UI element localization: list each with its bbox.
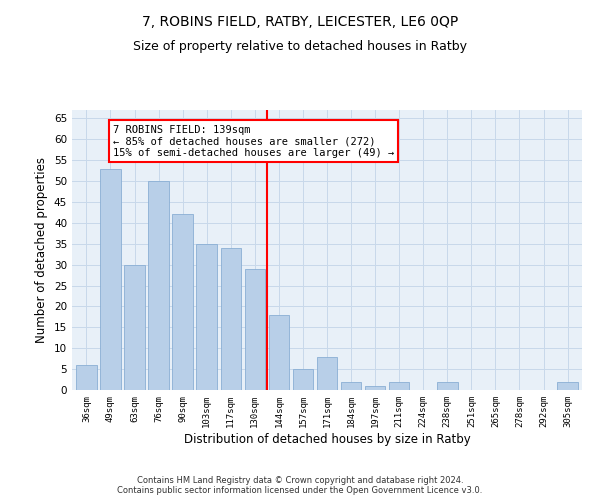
X-axis label: Distribution of detached houses by size in Ratby: Distribution of detached houses by size … <box>184 432 470 446</box>
Text: Size of property relative to detached houses in Ratby: Size of property relative to detached ho… <box>133 40 467 53</box>
Bar <box>389 382 409 390</box>
Bar <box>341 382 361 390</box>
Bar <box>269 315 289 390</box>
Bar <box>365 386 385 390</box>
Bar <box>221 248 241 390</box>
Bar <box>557 382 578 390</box>
Bar <box>196 244 217 390</box>
Bar <box>124 264 145 390</box>
Bar <box>437 382 458 390</box>
Bar <box>76 365 97 390</box>
Text: 7, ROBINS FIELD, RATBY, LEICESTER, LE6 0QP: 7, ROBINS FIELD, RATBY, LEICESTER, LE6 0… <box>142 15 458 29</box>
Text: 7 ROBINS FIELD: 139sqm
← 85% of detached houses are smaller (272)
15% of semi-de: 7 ROBINS FIELD: 139sqm ← 85% of detached… <box>113 124 394 158</box>
Bar <box>245 269 265 390</box>
Text: Contains HM Land Registry data © Crown copyright and database right 2024.
Contai: Contains HM Land Registry data © Crown c… <box>118 476 482 495</box>
Bar <box>148 181 169 390</box>
Bar <box>172 214 193 390</box>
Bar <box>100 168 121 390</box>
Bar <box>293 369 313 390</box>
Y-axis label: Number of detached properties: Number of detached properties <box>35 157 49 343</box>
Bar <box>317 356 337 390</box>
